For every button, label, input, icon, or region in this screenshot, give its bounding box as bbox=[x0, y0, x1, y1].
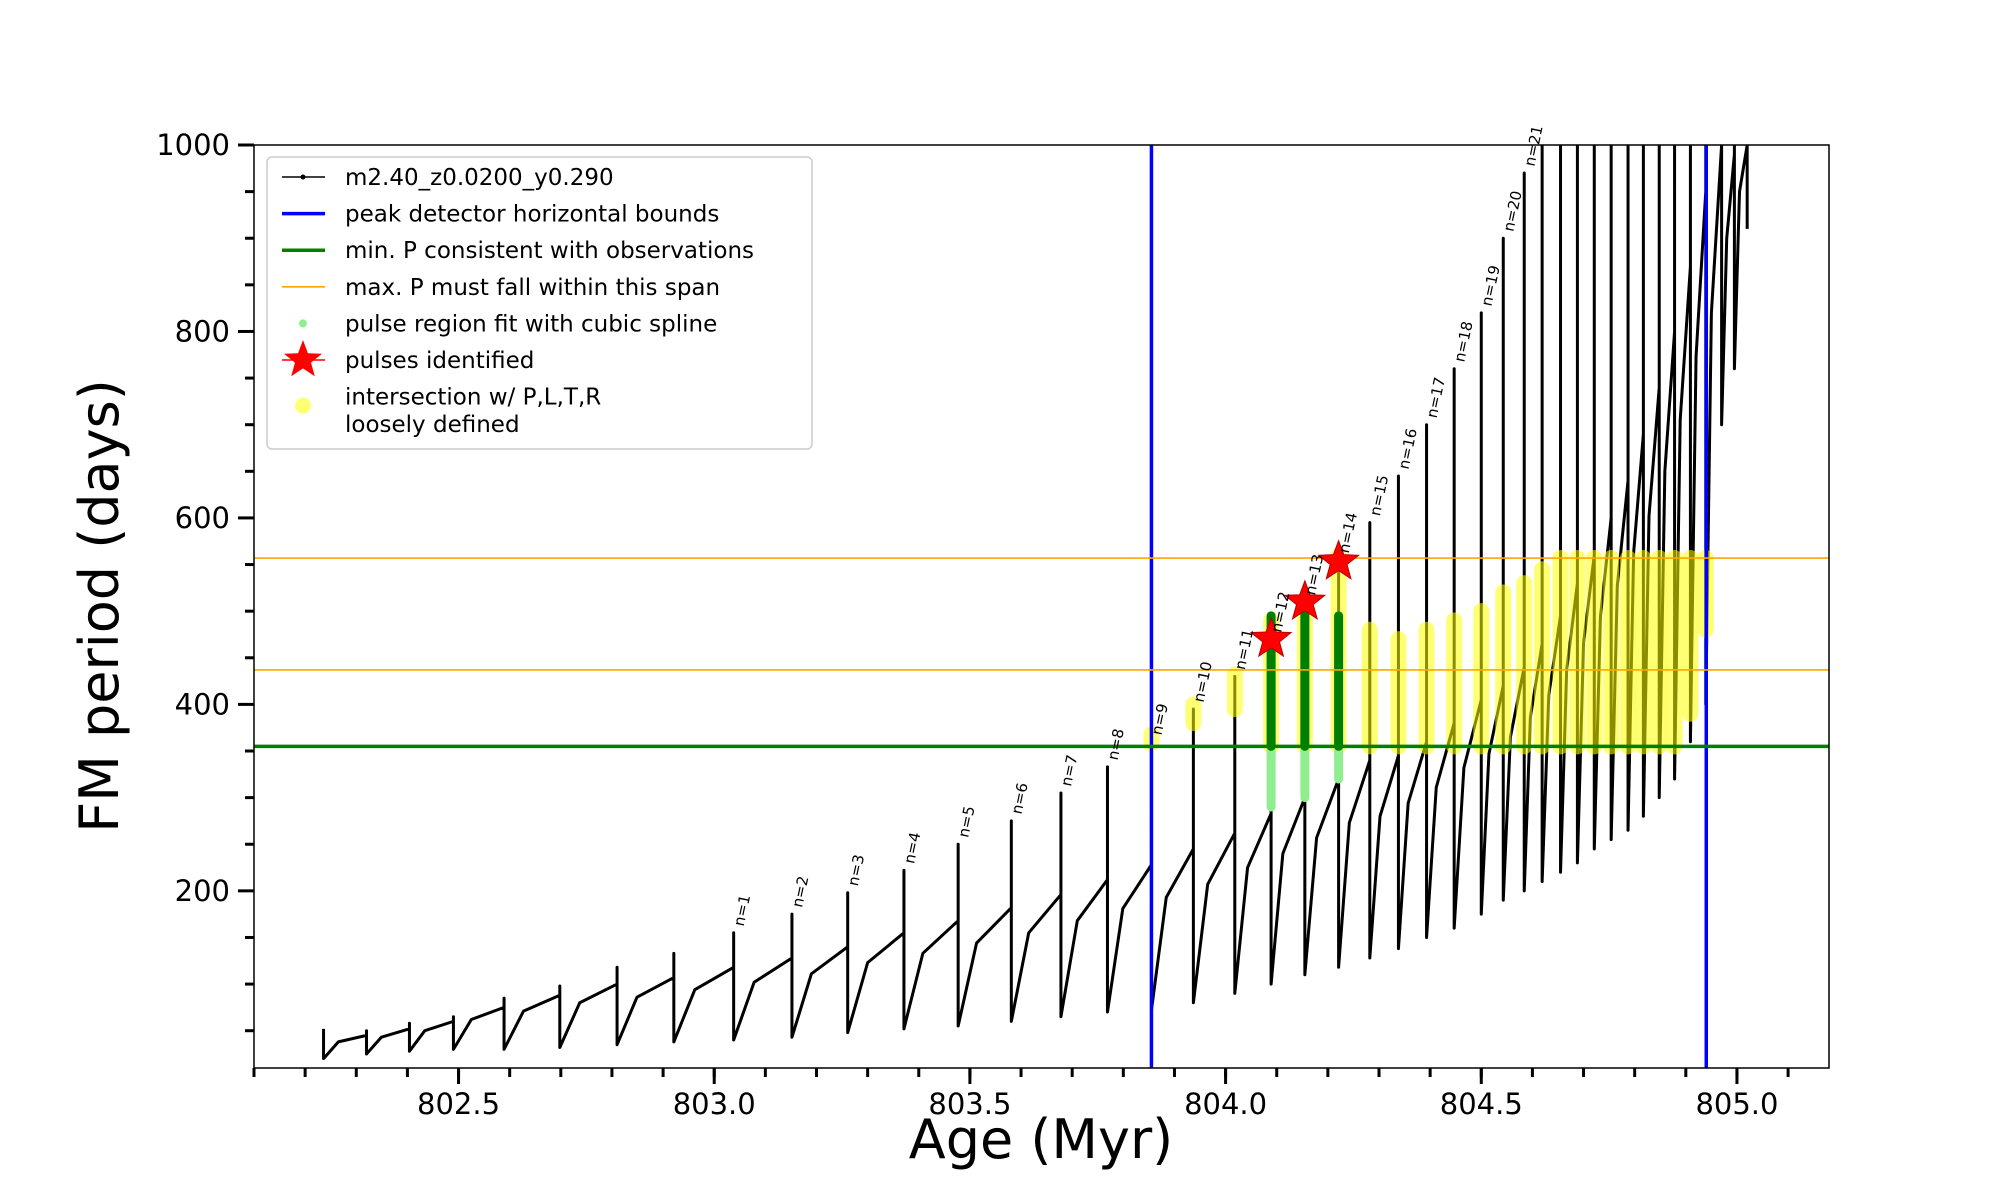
y-axis-label: FM period (days) bbox=[68, 379, 131, 833]
y-tick-label: 800 bbox=[175, 314, 230, 348]
plot-frame bbox=[253, 144, 1830, 1069]
plot-area bbox=[254, 145, 1829, 1068]
pulse-label: n=2 bbox=[788, 874, 812, 909]
pulse-label: n=14 bbox=[1335, 511, 1361, 555]
legend-label: m2.40_z0.0200_y0.290 bbox=[345, 165, 614, 191]
pulse-label: n=19 bbox=[1478, 264, 1504, 308]
x-tick-label: 804.5 bbox=[1440, 1087, 1523, 1121]
pulse-label: n=10 bbox=[1190, 660, 1216, 704]
pulse-label: n=1 bbox=[730, 893, 754, 928]
pulse-label: n=16 bbox=[1395, 427, 1421, 471]
pulse-label: n=4 bbox=[900, 831, 924, 866]
legend-label: max. P must fall within this span bbox=[345, 275, 720, 301]
x-tick-label: 804.0 bbox=[1184, 1087, 1267, 1121]
x-axis-label: Age (Myr) bbox=[909, 1108, 1174, 1171]
legend-label: intersection w/ P,L,T,R loosely defined bbox=[345, 385, 601, 439]
legend-swatch bbox=[284, 340, 322, 377]
pulse-label: n=6 bbox=[1008, 781, 1032, 816]
pulse-star bbox=[1249, 616, 1293, 658]
pulse-label: n=20 bbox=[1500, 189, 1526, 233]
pulse-label: n=18 bbox=[1450, 320, 1476, 364]
y-tick-label: 600 bbox=[175, 501, 230, 535]
pulse-label: n=3 bbox=[844, 853, 868, 888]
y-tick-label: 400 bbox=[175, 687, 230, 721]
legend-label: pulses identified bbox=[345, 348, 534, 374]
pulse-label: n=5 bbox=[954, 804, 978, 839]
legend-swatch bbox=[299, 319, 307, 328]
axes: 802.5 803.0 803.5 804.0 804.5 805.0 200 400 600 8… bbox=[156, 128, 1790, 1121]
pulse-label: n=12 bbox=[1267, 590, 1293, 634]
pulse-label: n=7 bbox=[1057, 753, 1081, 788]
legend-swatch-dot bbox=[300, 174, 306, 180]
pulse-label: n=8 bbox=[1104, 727, 1128, 762]
x-tick-label: 803.5 bbox=[928, 1087, 1011, 1121]
legend-swatch bbox=[295, 397, 311, 414]
pulse-star bbox=[1283, 579, 1327, 620]
pulse-star bbox=[1317, 539, 1360, 580]
legend-label: min. P consistent with observations bbox=[345, 238, 754, 264]
y-tick-label: 1000 bbox=[156, 128, 230, 162]
pulse-label: n=11 bbox=[1231, 627, 1257, 671]
legend-label: peak detector horizontal bounds bbox=[345, 202, 719, 228]
legend-frame bbox=[266, 156, 813, 450]
x-tick-label: 802.5 bbox=[417, 1087, 500, 1121]
pulse-label: n=17 bbox=[1423, 376, 1449, 420]
x-tick-label: 805.0 bbox=[1695, 1087, 1778, 1121]
pulse-label: n=15 bbox=[1366, 473, 1392, 517]
legend-label: pulse region fit with cubic spline bbox=[345, 311, 717, 337]
x-tick-label: 803.0 bbox=[673, 1087, 756, 1121]
pulse-label: n=13 bbox=[1301, 553, 1327, 597]
y-tick-label: 200 bbox=[175, 874, 230, 908]
